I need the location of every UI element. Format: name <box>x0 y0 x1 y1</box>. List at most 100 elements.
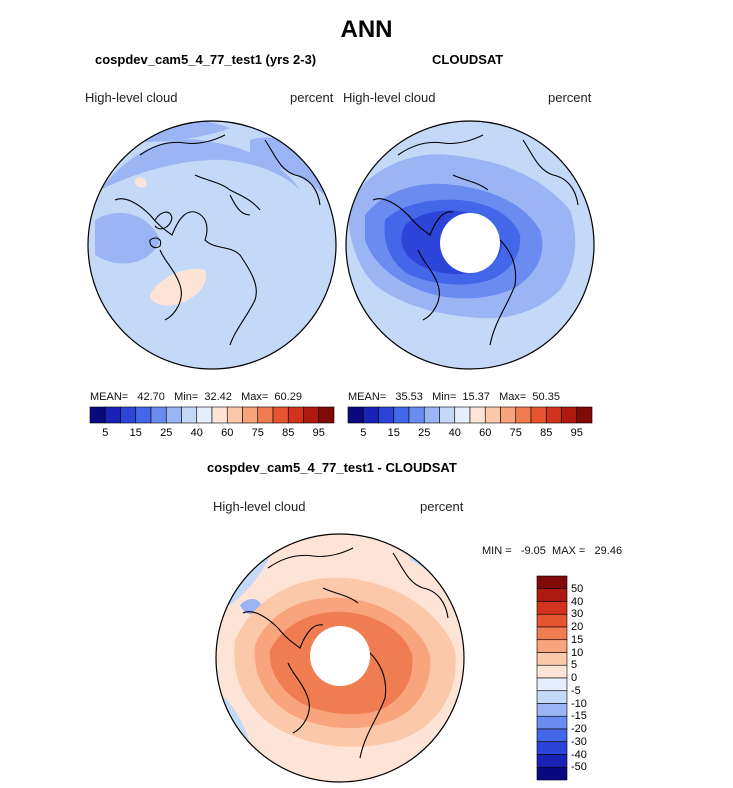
left-colorbar-swatch <box>226 406 243 424</box>
diff-colorbar-swatch <box>536 613 568 628</box>
diff-colorbar <box>536 575 568 781</box>
left-colorbar-swatch <box>104 406 121 424</box>
left-mean-label: MEAN= <box>90 391 129 403</box>
diff-map <box>216 534 464 782</box>
left-colorbar-swatch <box>287 406 304 424</box>
right-colorbar-swatch <box>530 406 547 424</box>
diff-panel-variable-label: High-level cloud <box>213 499 306 514</box>
left-panel-subtitle: cospdev_cam5_4_77_test1 (yrs 2-3) <box>95 52 317 67</box>
right-map-coastline <box>372 134 579 346</box>
diff-colorbar-tick-label: 40 <box>571 595 584 608</box>
left-map-lower-region <box>100 139 300 190</box>
left-colorbar-tick-label: 15 <box>129 427 142 439</box>
left-max-value: 60.29 <box>274 391 302 403</box>
right-colorbar-tick-label: 95 <box>570 427 583 439</box>
diff-colorbar-swatch <box>536 652 568 666</box>
left-colorbar-swatch <box>165 406 182 424</box>
diff-max-value: 29.46 <box>594 545 623 557</box>
left-map-warm-region <box>134 177 147 188</box>
diff-colorbar-swatch <box>536 639 568 653</box>
left-map-lower-region <box>250 137 330 200</box>
right-colorbar <box>347 406 593 424</box>
left-min-value: 32.42 <box>204 391 232 403</box>
right-max-label: Max= <box>499 391 527 403</box>
left-colorbar-swatch <box>196 406 213 424</box>
diff-colorbar-swatch <box>536 575 568 590</box>
right-mean-value: 35.53 <box>395 391 423 403</box>
right-colorbar-tick-label: 40 <box>448 427 461 439</box>
right-mean-label: MEAN= <box>348 391 387 403</box>
left-map-coastline <box>149 211 173 249</box>
right-colorbar-swatch <box>454 406 471 424</box>
diff-colorbar-tick-label: 15 <box>571 633 584 646</box>
left-colorbar-tick-label: 75 <box>251 427 264 439</box>
diff-colorbar-swatch <box>536 664 568 679</box>
right-colorbar-swatch <box>515 406 532 424</box>
right-colorbar-swatch <box>545 406 562 424</box>
diff-colorbar-swatch <box>536 601 568 615</box>
diff-colorbar-tick-label: -30 <box>571 735 587 748</box>
diff-colorbar-swatch <box>536 626 568 641</box>
right-colorbar-swatch <box>347 406 364 424</box>
left-colorbar-swatch <box>211 406 228 424</box>
diff-colorbar-swatch <box>536 715 568 730</box>
diff-map-coastline <box>242 547 449 759</box>
left-stats: MEAN= 42.70 Min= 32.42 Max= 60.29 <box>90 391 302 403</box>
right-map-border <box>345 120 595 370</box>
right-colorbar-swatch <box>378 406 395 424</box>
diff-colorbar-tick-label: -20 <box>571 723 587 735</box>
diff-colorbar-tick-label: 30 <box>571 608 584 621</box>
right-map <box>346 121 594 369</box>
left-colorbar-swatch <box>135 406 152 424</box>
right-colorbar-swatch <box>576 406 593 424</box>
right-colorbar-swatch <box>500 406 517 424</box>
right-min-value: 15.37 <box>462 391 490 403</box>
right-colorbar-swatch <box>484 406 501 424</box>
left-colorbar-tick-label: 85 <box>282 427 295 439</box>
diff-colorbar-tick-label: 50 <box>571 582 584 595</box>
diff-panel-units-label: percent <box>420 499 464 514</box>
left-map-coastline <box>114 134 321 346</box>
diff-colorbar-tick-label: 10 <box>571 646 584 659</box>
right-colorbar-tick-label: 85 <box>540 427 553 439</box>
right-max-value: 50.35 <box>532 391 560 403</box>
diff-colorbar-tick-label: -15 <box>571 710 587 723</box>
left-colorbar-swatch <box>242 406 259 424</box>
diff-colorbar-swatch <box>536 690 568 704</box>
left-colorbar-swatch <box>318 406 335 424</box>
right-panel-variable-label: High-level cloud <box>343 90 436 105</box>
right-colorbar-swatch <box>439 406 456 424</box>
left-colorbar-swatch <box>272 406 289 424</box>
left-colorbar <box>89 406 335 424</box>
left-colorbar-swatch <box>89 406 106 424</box>
right-colorbar-swatch <box>469 406 486 424</box>
left-colorbar-tick-label: 60 <box>221 427 234 439</box>
diff-colorbar-swatch <box>536 677 568 692</box>
left-map <box>88 121 336 369</box>
left-colorbar-swatch <box>303 406 320 424</box>
left-min-label: Min= <box>174 391 199 403</box>
left-colorbar-swatch <box>181 406 198 424</box>
left-colorbar-swatch <box>150 406 167 424</box>
left-colorbar-tick-label: 5 <box>102 427 109 439</box>
left-colorbar-tick-label: 40 <box>190 427 203 439</box>
left-colorbar-swatch <box>120 406 137 424</box>
right-colorbar-tick-label: 15 <box>387 427 400 439</box>
figure-title: ANN <box>340 16 393 43</box>
right-colorbar-tick-label: 60 <box>479 427 492 439</box>
right-map-polar-hole <box>440 213 500 273</box>
right-colorbar-swatch <box>393 406 410 424</box>
diff-map-polar-hole <box>310 626 370 686</box>
diff-colorbar-tick-label: 5 <box>571 659 578 672</box>
diff-colorbar-swatch <box>536 728 568 743</box>
left-colorbar-tick-label: 95 <box>312 427 325 439</box>
left-colorbar-swatch <box>257 406 274 424</box>
right-panel-subtitle: CLOUDSAT <box>432 52 504 67</box>
right-colorbar-tick-label: 5 <box>360 427 367 439</box>
left-map-border <box>87 120 337 370</box>
left-panel-units-label: percent <box>290 90 334 105</box>
right-colorbar-swatch <box>423 406 440 424</box>
diff-colorbar-tick-label: 20 <box>571 621 584 633</box>
left-max-label: Max= <box>241 391 269 403</box>
